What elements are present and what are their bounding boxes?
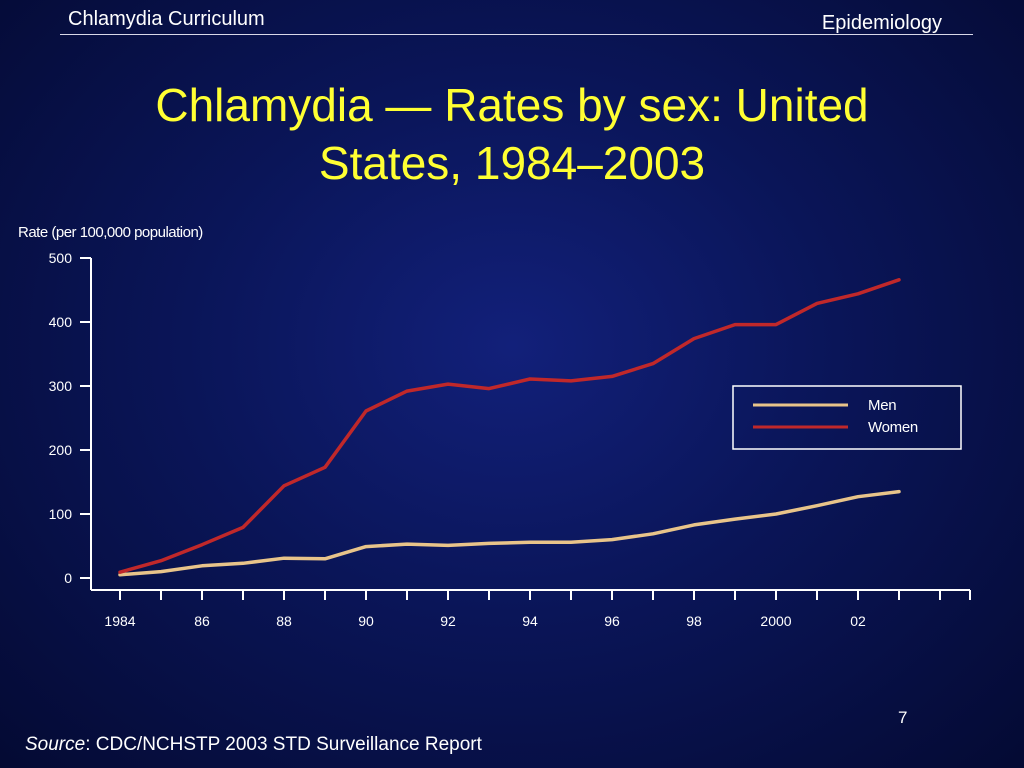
series-line-women — [118, 278, 901, 574]
chart-series — [118, 278, 901, 577]
x-tick-label-1984: 1984 — [104, 613, 135, 629]
x-tick-label-1998: 98 — [686, 613, 702, 629]
y-tick-label-200: 200 — [49, 442, 73, 458]
x-tick-label-1994: 94 — [522, 613, 538, 629]
header-right: Epidemiology — [821, 12, 942, 34]
y-tick-label-0: 0 — [64, 570, 72, 586]
slide-title: Chlamydia — Rates by sex: United States,… — [62, 76, 962, 192]
x-tick-label-2000: 2000 — [760, 613, 791, 629]
x-tick-label-2002: 02 — [850, 613, 866, 629]
x-tick-label-1992: 92 — [440, 613, 456, 629]
series-line-men — [118, 489, 901, 577]
page-number: 7 — [898, 708, 908, 727]
legend-label-men: Men — [868, 397, 896, 414]
legend-label-women: Women — [868, 419, 918, 436]
source-text: : CDC/NCHSTP 2003 STD Surveillance Repor… — [85, 734, 482, 755]
chart-legend: Men Women — [732, 385, 962, 450]
y-tick-label-400: 400 — [49, 314, 73, 330]
legend-box — [732, 385, 962, 450]
x-tick-label-1986: 86 — [194, 613, 210, 629]
header-left: Chlamydia Curriculum — [68, 8, 265, 30]
source-note: Source: CDC/NCHSTP 2003 STD Surveillance… — [25, 734, 482, 756]
y-tick-label-100: 100 — [49, 506, 73, 522]
y-axis-label: Rate (per 100,000 population) — [18, 224, 203, 241]
y-tick-label-500: 500 — [49, 250, 73, 266]
header-rule — [60, 34, 973, 35]
slide-title-line-2: States, 1984–2003 — [318, 137, 706, 189]
source-label: Source — [25, 734, 86, 755]
y-tick-label-300: 300 — [49, 378, 73, 394]
x-tick-label-1990: 90 — [358, 613, 374, 629]
chart-axes: 0 100 200 300 400 500 1984 86 88 90 92 94 96 98 2000 02 — [49, 250, 971, 629]
x-tick-label-1996: 96 — [604, 613, 620, 629]
x-tick-label-1988: 88 — [276, 613, 292, 629]
slide-title-line-1: Chlamydia — Rates by sex: United — [155, 79, 869, 131]
